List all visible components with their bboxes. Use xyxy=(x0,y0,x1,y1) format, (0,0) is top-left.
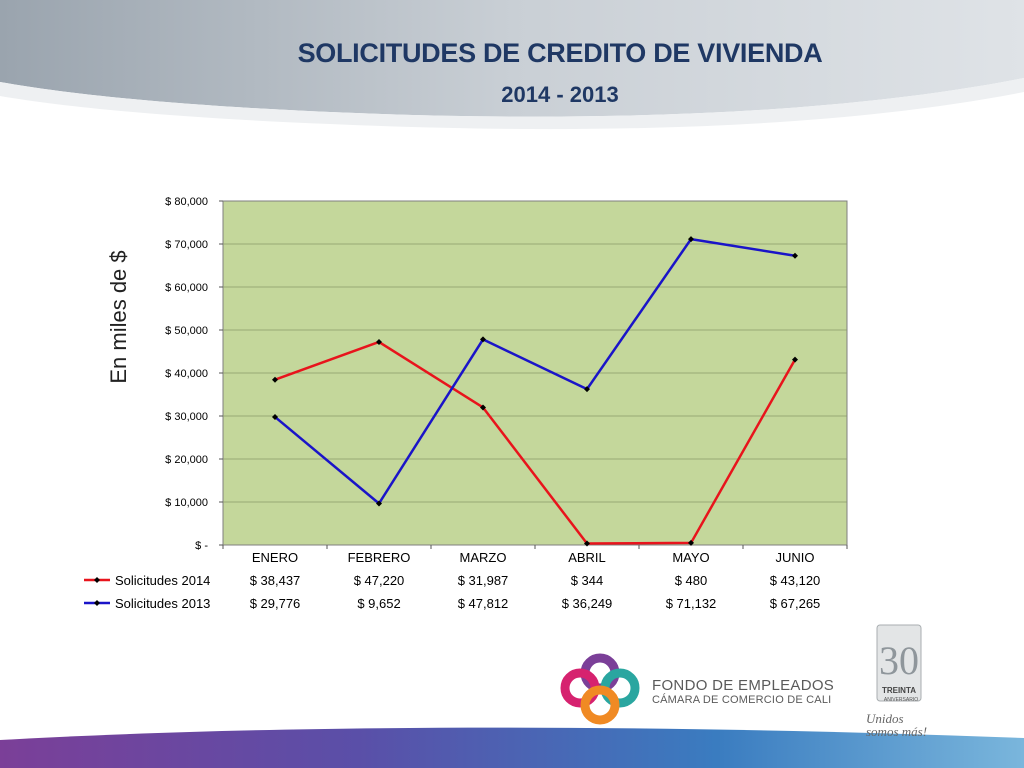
x-tick-label: ENERO xyxy=(252,550,298,565)
data-point xyxy=(688,236,694,243)
data-table-cell: $ 9,652 xyxy=(357,596,400,611)
data-table-cell: $ 36,249 xyxy=(562,596,613,611)
slogan-line-1: Unidos xyxy=(866,711,904,726)
data-point xyxy=(376,338,382,345)
data-table-cell: $ 38,437 xyxy=(250,573,301,588)
data-point xyxy=(792,356,798,363)
y-tick-label: $ 70,000 xyxy=(165,239,208,251)
legend-key-marker xyxy=(94,577,100,583)
data-table-cell: $ 29,776 xyxy=(250,596,301,611)
y-tick-label: $ 30,000 xyxy=(165,411,208,423)
slogan: Unidos somos más! xyxy=(866,712,927,738)
anniversary-word: TREINTA xyxy=(881,686,917,695)
x-tick-label: ABRIL xyxy=(568,550,606,565)
series-line xyxy=(274,237,796,505)
data-table-cell: $ 47,220 xyxy=(354,573,405,588)
top-swoosh xyxy=(0,0,1024,117)
data-table-cell: $ 480 xyxy=(675,573,708,588)
y-tick-label: $ 50,000 xyxy=(165,325,208,337)
legend-label: Solicitudes 2013 xyxy=(115,596,210,611)
y-tick-label: $ 10,000 xyxy=(165,497,208,509)
data-table-cell: $ 31,987 xyxy=(458,573,509,588)
data-point xyxy=(584,540,590,547)
anniversary-number: 30 xyxy=(879,638,919,683)
data-point xyxy=(480,404,486,411)
slogan-line-2: somos más! xyxy=(866,724,928,739)
data-table-cell: $ 43,120 xyxy=(770,573,821,588)
data-table-cell: $ 47,812 xyxy=(458,596,509,611)
logo-line-1: FONDO DE EMPLEADOS xyxy=(652,677,835,694)
y-tick-label: $ - xyxy=(195,540,208,552)
x-tick-label: FEBRERO xyxy=(348,550,411,565)
legend-key-marker xyxy=(94,600,100,606)
bottom-band xyxy=(0,727,1024,768)
data-table-cell: $ 344 xyxy=(571,573,604,588)
data-table-cell: $ 67,265 xyxy=(770,596,821,611)
y-tick-label: $ 60,000 xyxy=(165,282,208,294)
legend-label: Solicitudes 2014 xyxy=(115,573,210,588)
x-tick-label: JUNIO xyxy=(776,550,815,565)
x-tick-label: MAYO xyxy=(672,550,709,565)
data-point xyxy=(272,376,278,383)
y-tick-label: $ 20,000 xyxy=(165,454,208,466)
data-point xyxy=(584,386,590,393)
y-tick-label: $ 80,000 xyxy=(165,196,208,208)
top-swoosh-light xyxy=(0,78,1024,130)
data-point xyxy=(792,252,798,259)
data-point xyxy=(376,500,382,507)
x-tick-label: MARZO xyxy=(460,550,507,565)
data-point xyxy=(480,336,486,343)
data-table-cell: $ 71,132 xyxy=(666,596,717,611)
slide-title: SOLICITUDES DE CREDITO DE VIVIENDA xyxy=(297,38,823,68)
y-tick-label: $ 40,000 xyxy=(165,368,208,380)
data-point xyxy=(272,413,278,420)
anniversary-small: ANIVERSARIO xyxy=(883,697,919,703)
slide-subtitle: 2014 - 2013 xyxy=(501,82,619,107)
logo-line-2: CÁMARA DE COMERCIO DE CALI xyxy=(652,694,832,706)
data-point xyxy=(688,539,694,546)
series-line xyxy=(274,340,797,545)
anniversary-badge-icon: 30 xyxy=(876,624,922,702)
